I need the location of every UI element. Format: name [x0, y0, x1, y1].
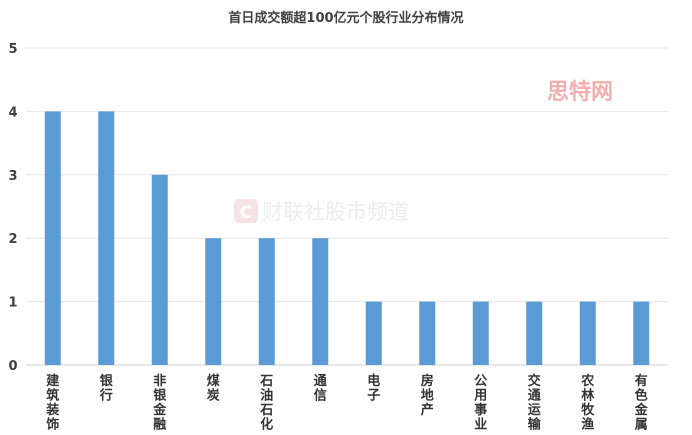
bar — [526, 301, 543, 365]
x-category-label: 煤炭 — [207, 373, 220, 404]
bar — [258, 238, 275, 365]
y-tick-label: 5 — [8, 42, 17, 57]
x-category-label: 农林牧渔 — [580, 373, 595, 433]
gridlines — [26, 47, 668, 366]
x-category-label: 石油石化 — [259, 374, 273, 433]
y-tick-label: 4 — [8, 105, 17, 120]
bar — [151, 174, 168, 365]
bar — [205, 238, 222, 365]
x-category-label: 交通运输 — [528, 373, 542, 433]
y-tick-label: 3 — [8, 169, 17, 184]
brand-watermark-center-text: 财联社股市频道 — [262, 200, 409, 224]
bars — [44, 111, 650, 366]
y-tick-label: 2 — [8, 232, 17, 247]
brand-watermark-top: 思特网 — [547, 79, 613, 105]
x-category-label: 有色金属 — [634, 373, 649, 433]
y-tick-label: 0 — [8, 359, 17, 374]
bar — [98, 111, 115, 366]
x-axis-categories: 建筑装饰 银行 非银金融 煤炭 石油石化 通信 电子 房地产 公用事业 交通运输 农林牧渔 有色金属 — [45, 373, 649, 433]
x-category-label: 建筑装饰 — [45, 373, 59, 433]
x-category-label: 公用事业 — [473, 374, 487, 433]
bar — [365, 301, 382, 365]
bar — [579, 301, 596, 365]
bar — [472, 301, 489, 365]
x-category-label: 非银金融 — [152, 373, 167, 433]
x-category-label: 电子 — [367, 373, 380, 404]
brand-logo-letter: C — [240, 203, 252, 223]
x-category-label: 银行 — [99, 373, 114, 404]
bar — [633, 301, 650, 365]
bar — [419, 301, 436, 365]
bar — [44, 111, 61, 366]
y-tick-label: 1 — [8, 296, 17, 311]
x-category-label: 房地产 — [421, 373, 434, 418]
chart-title: 首日成交额超100亿元个股行业分布情况 — [228, 10, 463, 26]
x-category-label: 通信 — [314, 373, 327, 404]
brand-watermark-center: C 财联社股市频道 — [234, 199, 409, 224]
bar — [312, 238, 329, 365]
y-axis-ticks: 0 1 2 3 4 5 — [8, 42, 17, 374]
brand-logo-icon — [234, 199, 258, 223]
